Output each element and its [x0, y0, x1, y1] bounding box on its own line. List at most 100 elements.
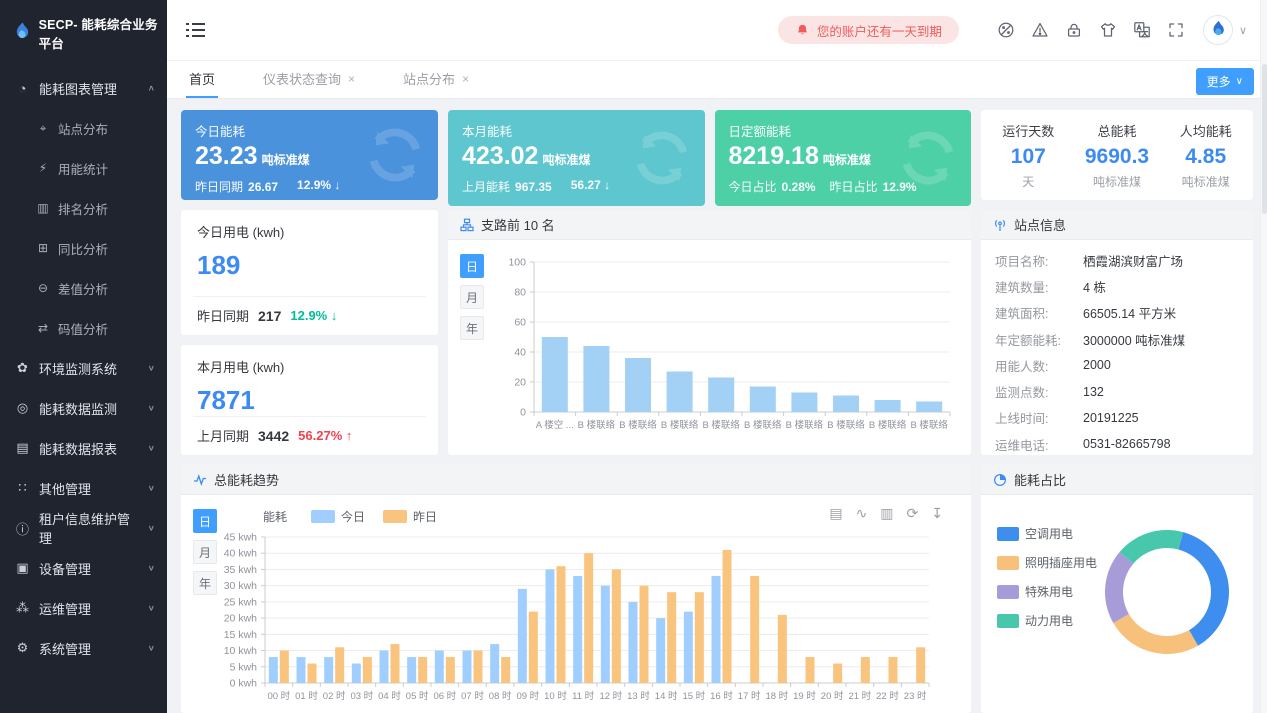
branch-panel-body: 日月年 0 20 40 60 80 100 A 楼空 ... B 楼联络 B 楼联络 B 楼联络 B…	[448, 240, 971, 455]
svg-text:25 kwh: 25 kwh	[224, 596, 257, 608]
brand-title: SECP- 能耗综合业务平台	[38, 18, 158, 51]
user-avatar[interactable]	[1202, 15, 1233, 45]
tab-close-icon[interactable]: ×	[462, 71, 470, 86]
stat-人均能耗: 人均能耗 4.85 吨标准煤	[1180, 121, 1232, 190]
svg-text:01 时: 01 时	[295, 690, 318, 702]
site-row: 项目名称: 栖霞湖滨财富广场	[995, 247, 1239, 273]
donut-segment-照明插座用电[interactable]	[1113, 614, 1198, 654]
svg-text:06 时: 06 时	[433, 690, 456, 702]
svg-text:B 楼联络: B 楼联络	[661, 419, 699, 431]
site-row-value: 栖霞湖滨财富广场	[1083, 254, 1184, 269]
submenu-difference-analysis[interactable]: ⊖ 差值分析	[0, 268, 167, 308]
donut-segment-动力用电[interactable]	[1119, 530, 1184, 564]
chevron-up-icon: ∧	[147, 83, 155, 93]
data-view-icon[interactable]: ▤	[829, 505, 843, 521]
submenu-yoy-analysis[interactable]: ⊞ 同比分析	[0, 228, 167, 268]
svg-text:100: 100	[508, 257, 526, 269]
legend-特殊用电[interactable]: 特殊用电	[997, 583, 1097, 600]
branch-period-button-年[interactable]: 年	[460, 316, 484, 340]
svg-text:16 时: 16 时	[710, 690, 733, 702]
menu-system-management[interactable]: ⚙ 系统管理 ∨	[0, 628, 167, 668]
theme-palette-icon[interactable]	[989, 13, 1023, 47]
svg-text:12 时: 12 时	[599, 690, 622, 702]
trend-period-button-月[interactable]: 月	[193, 540, 217, 564]
tab-close-icon[interactable]: ×	[348, 71, 356, 86]
tab-仪表状态查询[interactable]: 仪表状态查询 ×	[260, 61, 358, 98]
page-scrollbar[interactable]	[1260, 0, 1267, 713]
scrollbar-thumb[interactable]	[1262, 64, 1267, 214]
usage-sub-value: 217	[258, 307, 282, 324]
branch-top10-panel: 支路前 10 名 日月年 0 20 40 60 80 100 A 楼空 ... B 楼联络 B …	[448, 210, 971, 455]
menu-other-management[interactable]: ∷ 其他管理 ∨	[0, 468, 167, 508]
legend-动力用电[interactable]: 动力用电	[997, 612, 1097, 629]
svg-text:00 时: 00 时	[267, 690, 290, 702]
download-icon[interactable]: ↧	[931, 505, 943, 521]
stat-label: 运行天数	[1002, 123, 1055, 139]
tab-站点分布[interactable]: 站点分布 ×	[400, 61, 472, 98]
submenu-site-distribution[interactable]: ⌖ 站点分布	[0, 108, 167, 148]
skin-icon[interactable]	[1091, 13, 1125, 47]
svg-text:09 时: 09 时	[516, 690, 539, 702]
translate-icon[interactable]	[1125, 13, 1159, 47]
summary-stats-card: 运行天数 107 天 总能耗 9690.3 吨标准煤 人均能耗 4.85 吨标准煤	[981, 110, 1253, 200]
trend-bar-chart: 0 kwh 5 kwh 10 kwh 15 kwh 20 kwh 25 kwh 30 kwh…	[195, 529, 943, 713]
menu-environment-monitoring[interactable]: ✿ 环境监测系统 ∨	[0, 348, 167, 388]
menu-energy-charts[interactable]: ◔ 能耗图表管理 ∧	[0, 68, 167, 108]
site-row-label: 上线时间:	[995, 412, 1049, 427]
usage-delta: 12.9% ↓	[290, 308, 338, 323]
site-row-value: 66505.14 平方米	[1083, 307, 1177, 322]
branch-period-button-月[interactable]: 月	[460, 285, 484, 309]
donut-segment-特殊用电[interactable]	[1105, 551, 1134, 623]
more-button[interactable]: 更多 ∨	[1195, 68, 1254, 95]
menu-ops-management[interactable]: ⁂ 运维管理 ∨	[0, 588, 167, 628]
kpi-card-slot-3: 日定额能耗 8219.18 吨标准煤 今日占比 0.28% 昨日占比 12.9%	[714, 110, 971, 206]
menu-energy-data-monitoring[interactable]: ◎ 能耗数据监测 ∨	[0, 388, 167, 428]
stat-label: 人均能耗	[1179, 123, 1232, 139]
submenu-code-value-analysis[interactable]: ⇄ 码值分析	[0, 308, 167, 348]
stat-总能耗: 总能耗 9690.3 吨标准煤	[1085, 121, 1149, 190]
site-row-value: 4 栋	[1083, 280, 1106, 295]
user-menu-chevron-icon[interactable]: ∨	[1238, 24, 1247, 37]
menu-device-management[interactable]: ▣ 设备管理 ∨	[0, 548, 167, 588]
submenu-item-label: 用能统计	[58, 162, 109, 177]
sidebar-collapse-icon[interactable]	[186, 22, 205, 38]
kpi-today-energy: 今日能耗 23.23 吨标准煤 昨日同期 26.67 12.9% ↓	[181, 110, 438, 200]
branch-period-button-日[interactable]: 日	[460, 254, 484, 278]
lock-icon[interactable]	[1057, 13, 1091, 47]
tab-首页[interactable]: 首页	[186, 61, 219, 98]
menu-tenant-info-management[interactable]: ⓘ 租户信息维护管理 ∨	[0, 508, 167, 548]
fullscreen-icon[interactable]	[1159, 13, 1193, 47]
line-chart-switch-icon[interactable]: ∿	[855, 505, 868, 521]
submenu-energy-usage-stats[interactable]: ⚡ 用能统计	[0, 148, 167, 188]
menu-energy-data-reports[interactable]: ▤ 能耗数据报表 ∨	[0, 428, 167, 468]
submenu-ranking-analysis[interactable]: ▥ 排名分析	[0, 188, 167, 228]
svg-text:60: 60	[514, 317, 526, 329]
chevron-down-icon: ∨	[147, 523, 155, 533]
legend-今日[interactable]: 今日	[311, 508, 365, 525]
legend-照明插座用电[interactable]: 照明插座用电	[997, 554, 1097, 571]
restore-icon[interactable]: ⟳	[906, 505, 919, 521]
site-row-label: 年定额能耗:	[995, 333, 1061, 348]
account-expiry-notice[interactable]: 您的账户还有一天到期	[777, 16, 959, 44]
alert-icon[interactable]	[1023, 13, 1057, 47]
menu-tenant-info-management-icon: ⓘ	[15, 521, 29, 537]
svg-text:5 kwh: 5 kwh	[230, 661, 258, 673]
submenu-energy-usage-stats-icon: ⚡	[38, 161, 48, 175]
svg-text:21 时: 21 时	[848, 690, 871, 702]
legend-items: 今日 昨日	[311, 508, 437, 525]
menu-other-management-icon: ∷	[18, 480, 27, 495]
trend-period-button-日[interactable]: 日	[193, 509, 217, 533]
tab-label: 站点分布	[403, 72, 456, 87]
site-row-value: 2000	[1083, 358, 1111, 373]
usage-title: 今日用电 (kwh)	[197, 225, 285, 240]
legend-昨日[interactable]: 昨日	[383, 508, 437, 525]
donut-segment-空调用电[interactable]	[1178, 532, 1229, 646]
legend-空调用电[interactable]: 空调用电	[997, 525, 1097, 542]
kpi-unit: 吨标准煤	[261, 153, 310, 167]
bar-chart-switch-icon[interactable]: ▥	[880, 505, 894, 521]
trend-period-button-年[interactable]: 年	[193, 571, 217, 595]
kpi-card-slot-1: 今日能耗 23.23 吨标准煤 昨日同期 26.67 12.9% ↓	[181, 110, 438, 200]
trend-time-toggle: 日月年	[193, 509, 217, 595]
pulse-line-icon	[194, 473, 206, 486]
